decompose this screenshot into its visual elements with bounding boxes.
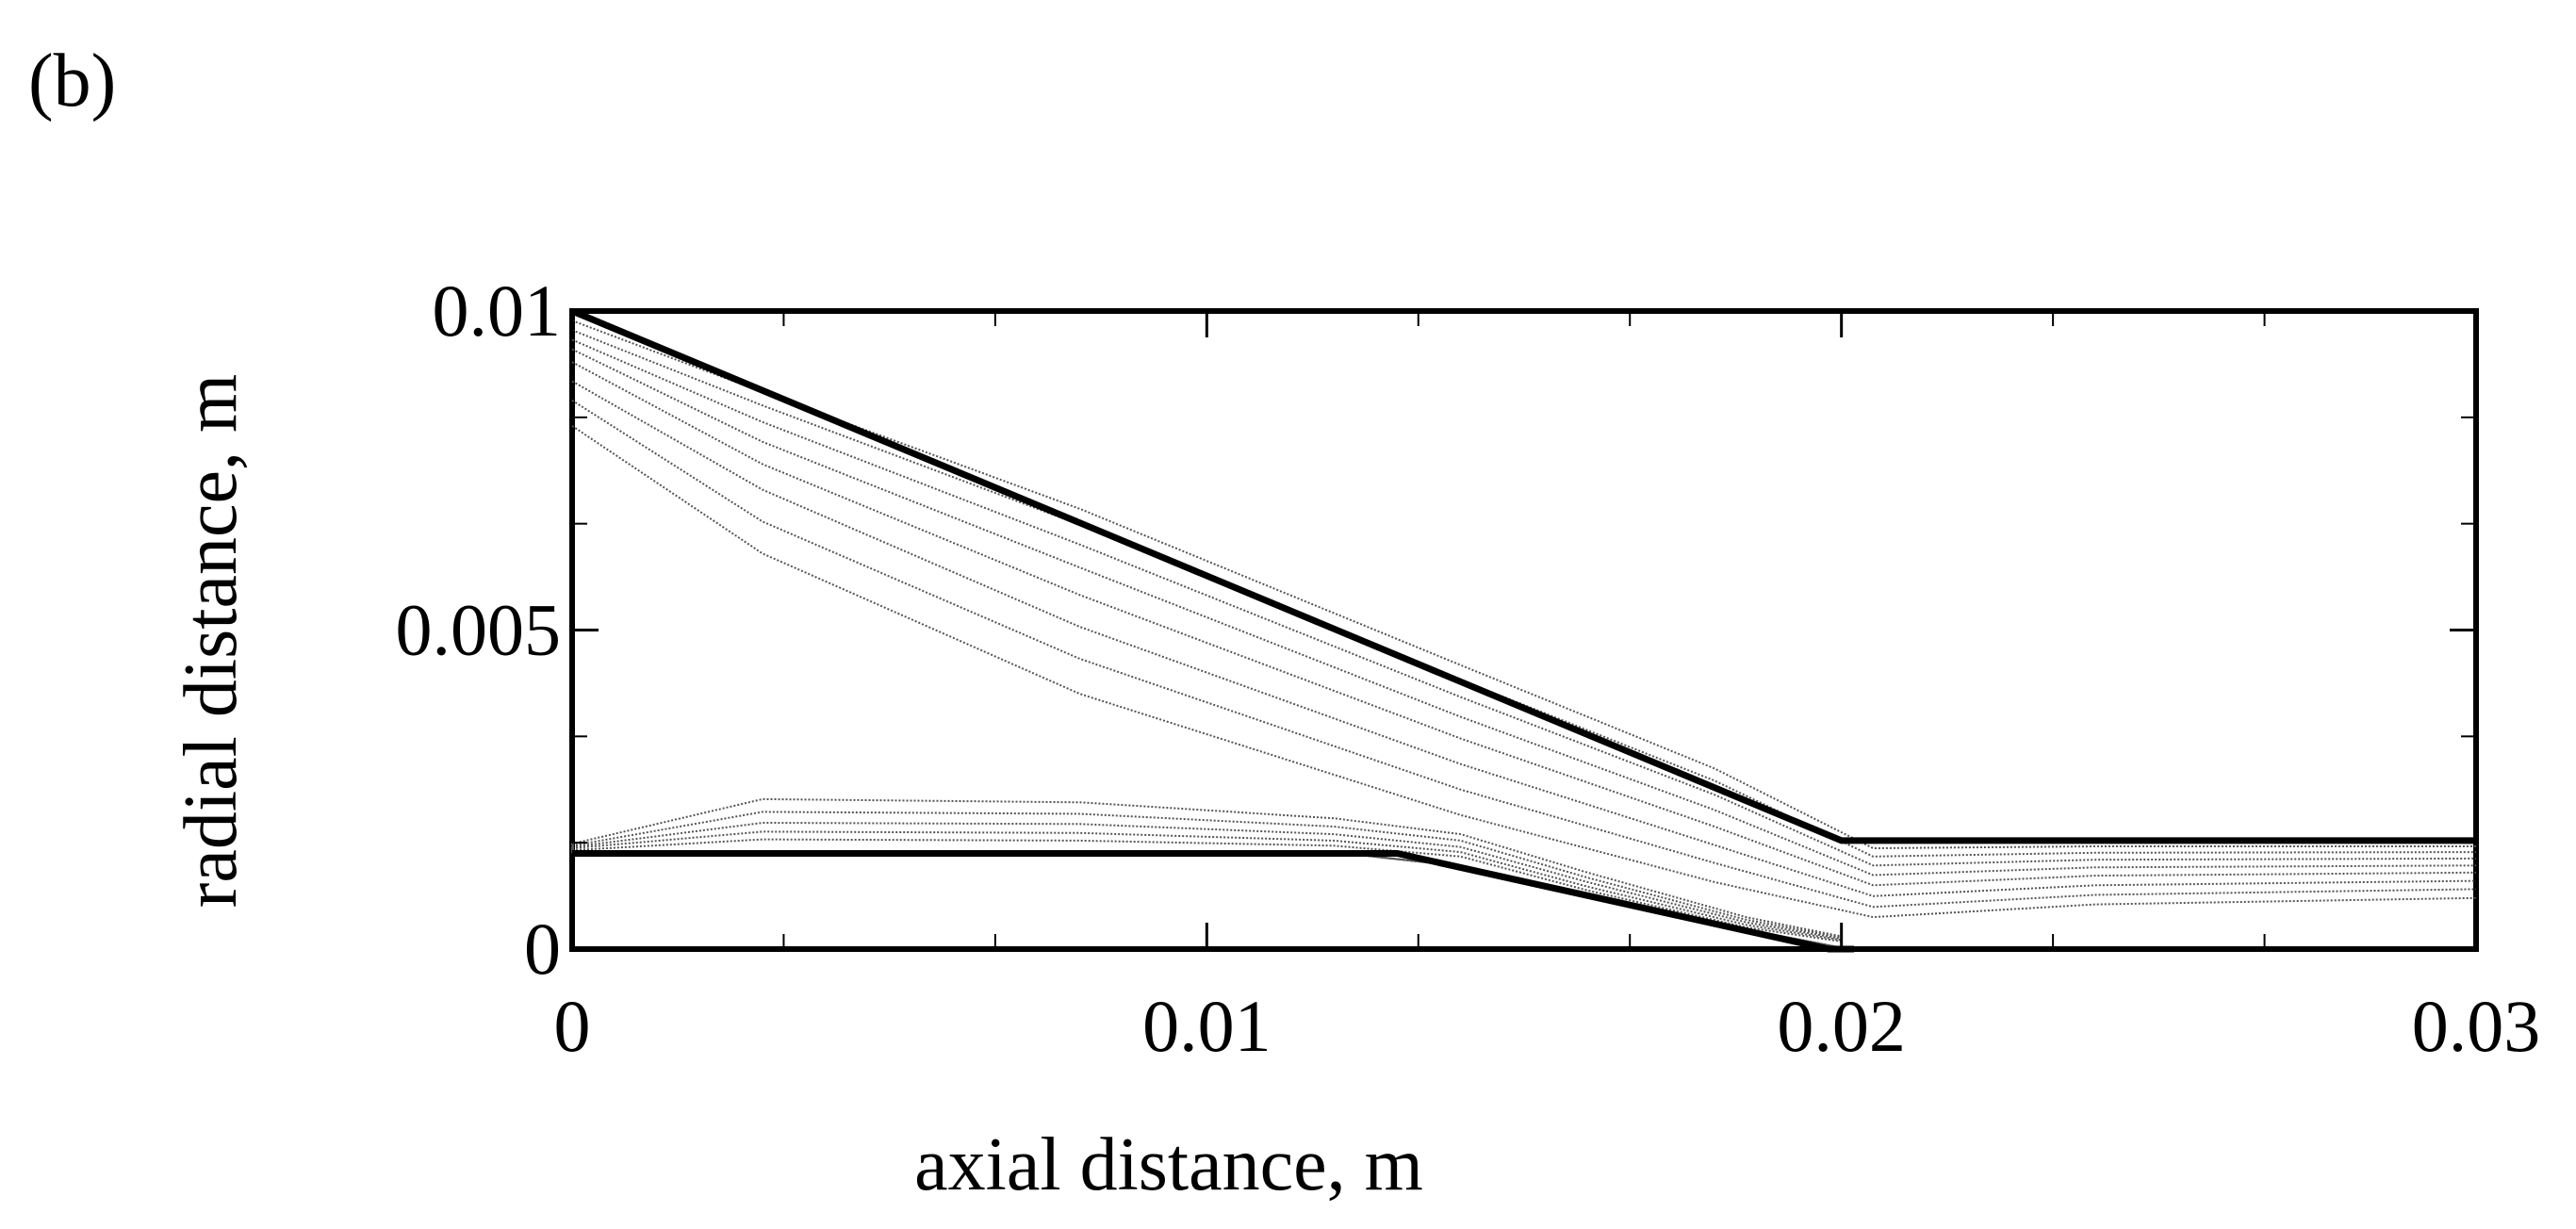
x-axis-label: axial distance, m xyxy=(914,1123,1423,1206)
y-axis-label: radial distance, m xyxy=(170,374,253,908)
x-tick-label: 0.01 xyxy=(1142,985,1272,1067)
y-tick-label: 0.01 xyxy=(433,270,562,352)
outer-streamline-1 xyxy=(571,320,2476,850)
x-tick-label: 0.03 xyxy=(2412,985,2541,1067)
outer-streamline-7 xyxy=(571,399,2477,909)
outer-streamline-5 xyxy=(571,361,2477,887)
panel-label: (b) xyxy=(28,40,116,123)
outer-streamline-8 xyxy=(571,425,2477,919)
outer-streamline-6 xyxy=(571,380,2477,897)
outer-streamline-2 xyxy=(571,329,2477,858)
axis-ticks xyxy=(570,309,2478,951)
x-tick-label: 0.02 xyxy=(1777,985,1906,1067)
outer-streamline-4 xyxy=(571,348,2477,877)
plot-area: 0 0.01 0.02 0.03 0 0.005 0.01 xyxy=(396,270,2541,1067)
y-tick-label: 0.005 xyxy=(396,589,562,671)
outer-wall-line xyxy=(570,307,2476,844)
outer-streamline-3 xyxy=(571,338,2477,867)
x-tick-label: 0 xyxy=(554,985,591,1067)
y-tick-label: 0 xyxy=(524,908,561,990)
inner-wall-line xyxy=(572,850,1855,953)
axis-tick-labels: 0 0.01 0.02 0.03 0 0.005 0.01 xyxy=(396,270,2541,1067)
